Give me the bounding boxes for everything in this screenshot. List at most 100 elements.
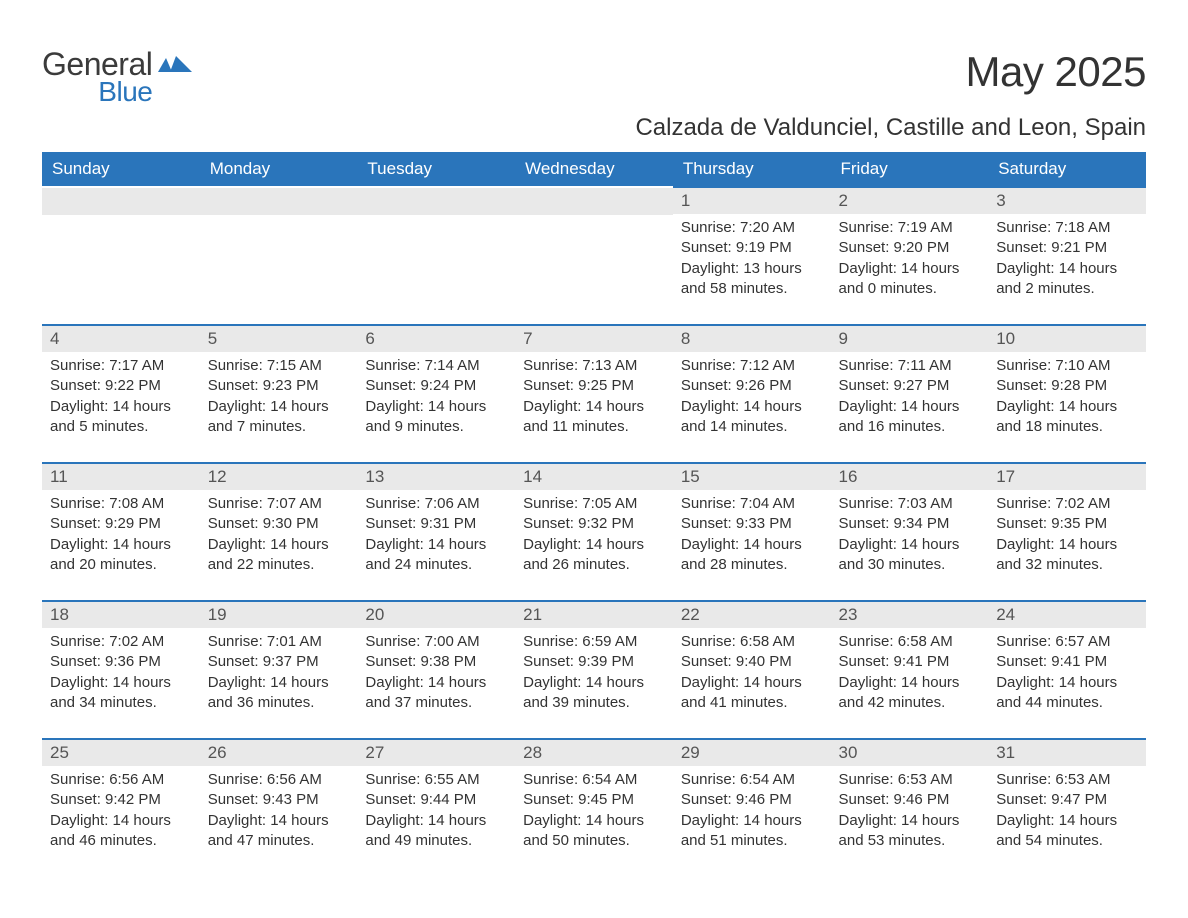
day-number: 1 [673,188,831,214]
day-details: Sunrise: 6:59 AMSunset: 9:39 PMDaylight:… [515,628,673,719]
day-details: Sunrise: 7:00 AMSunset: 9:38 PMDaylight:… [357,628,515,719]
daylight-text: Daylight: 14 hours and 39 minutes. [523,673,665,714]
day-number: 25 [42,740,200,766]
calendar-table: SundayMondayTuesdayWednesdayThursdayFrid… [42,152,1146,876]
calendar-cell: 11Sunrise: 7:08 AMSunset: 9:29 PMDayligh… [42,462,200,600]
calendar-row: 25Sunrise: 6:56 AMSunset: 9:42 PMDayligh… [42,738,1146,876]
calendar-cell: 23Sunrise: 6:58 AMSunset: 9:41 PMDayligh… [831,600,989,738]
day-wrap: 19Sunrise: 7:01 AMSunset: 9:37 PMDayligh… [200,600,358,719]
day-number: 18 [42,602,200,628]
sunset-text: Sunset: 9:42 PM [50,790,192,810]
calendar-cell: 19Sunrise: 7:01 AMSunset: 9:37 PMDayligh… [200,600,358,738]
sunrise-text: Sunrise: 6:54 AM [523,770,665,790]
sunset-text: Sunset: 9:37 PM [208,652,350,672]
sunset-text: Sunset: 9:47 PM [996,790,1138,810]
day-details: Sunrise: 7:11 AMSunset: 9:27 PMDaylight:… [831,352,989,443]
day-details: Sunrise: 6:58 AMSunset: 9:40 PMDaylight:… [673,628,831,719]
daylight-text: Daylight: 14 hours and 46 minutes. [50,811,192,852]
sunset-text: Sunset: 9:20 PM [839,238,981,258]
sunset-text: Sunset: 9:27 PM [839,376,981,396]
day-details: Sunrise: 7:04 AMSunset: 9:33 PMDaylight:… [673,490,831,581]
daylight-text: Daylight: 14 hours and 54 minutes. [996,811,1138,852]
weekday-header: Thursday [673,152,831,186]
day-details: Sunrise: 7:17 AMSunset: 9:22 PMDaylight:… [42,352,200,443]
calendar-cell: 18Sunrise: 7:02 AMSunset: 9:36 PMDayligh… [42,600,200,738]
daylight-text: Daylight: 14 hours and 16 minutes. [839,397,981,438]
calendar-row: 18Sunrise: 7:02 AMSunset: 9:36 PMDayligh… [42,600,1146,738]
sunset-text: Sunset: 9:35 PM [996,514,1138,534]
calendar-cell [42,186,200,324]
day-details: Sunrise: 6:54 AMSunset: 9:45 PMDaylight:… [515,766,673,857]
sunset-text: Sunset: 9:30 PM [208,514,350,534]
day-wrap: 6Sunrise: 7:14 AMSunset: 9:24 PMDaylight… [357,324,515,443]
day-details: Sunrise: 6:53 AMSunset: 9:46 PMDaylight:… [831,766,989,857]
day-number: 17 [988,464,1146,490]
daylight-text: Daylight: 14 hours and 2 minutes. [996,259,1138,300]
day-number: 20 [357,602,515,628]
sunrise-text: Sunrise: 6:55 AM [365,770,507,790]
day-details: Sunrise: 6:54 AMSunset: 9:46 PMDaylight:… [673,766,831,857]
sunset-text: Sunset: 9:23 PM [208,376,350,396]
calendar-cell: 9Sunrise: 7:11 AMSunset: 9:27 PMDaylight… [831,324,989,462]
day-details: Sunrise: 7:20 AMSunset: 9:19 PMDaylight:… [673,214,831,305]
location-subtitle: Calzada de Valdunciel, Castille and Leon… [42,114,1146,142]
day-wrap: 12Sunrise: 7:07 AMSunset: 9:30 PMDayligh… [200,462,358,581]
day-wrap: 21Sunrise: 6:59 AMSunset: 9:39 PMDayligh… [515,600,673,719]
daylight-text: Daylight: 14 hours and 41 minutes. [681,673,823,714]
daylight-text: Daylight: 14 hours and 11 minutes. [523,397,665,438]
calendar-cell: 4Sunrise: 7:17 AMSunset: 9:22 PMDaylight… [42,324,200,462]
day-number: 13 [357,464,515,490]
calendar-cell: 20Sunrise: 7:00 AMSunset: 9:38 PMDayligh… [357,600,515,738]
day-wrap: 25Sunrise: 6:56 AMSunset: 9:42 PMDayligh… [42,738,200,857]
daylight-text: Daylight: 14 hours and 14 minutes. [681,397,823,438]
day-wrap: 5Sunrise: 7:15 AMSunset: 9:23 PMDaylight… [200,324,358,443]
calendar-body: 1Sunrise: 7:20 AMSunset: 9:19 PMDaylight… [42,186,1146,876]
day-details: Sunrise: 6:53 AMSunset: 9:47 PMDaylight:… [988,766,1146,857]
day-details: Sunrise: 7:13 AMSunset: 9:25 PMDaylight:… [515,352,673,443]
sunset-text: Sunset: 9:25 PM [523,376,665,396]
day-details: Sunrise: 7:12 AMSunset: 9:26 PMDaylight:… [673,352,831,443]
day-wrap: 17Sunrise: 7:02 AMSunset: 9:35 PMDayligh… [988,462,1146,581]
sunset-text: Sunset: 9:44 PM [365,790,507,810]
sunrise-text: Sunrise: 7:11 AM [839,356,981,376]
sunrise-text: Sunrise: 7:10 AM [996,356,1138,376]
sunrise-text: Sunrise: 6:53 AM [996,770,1138,790]
weekday-header: Wednesday [515,152,673,186]
sunset-text: Sunset: 9:46 PM [839,790,981,810]
daylight-text: Daylight: 14 hours and 44 minutes. [996,673,1138,714]
day-number: 23 [831,602,989,628]
sunrise-text: Sunrise: 7:06 AM [365,494,507,514]
sunset-text: Sunset: 9:26 PM [681,376,823,396]
calendar-cell: 2Sunrise: 7:19 AMSunset: 9:20 PMDaylight… [831,186,989,324]
day-details: Sunrise: 7:02 AMSunset: 9:35 PMDaylight:… [988,490,1146,581]
logo-flag-icon [158,54,192,81]
sunset-text: Sunset: 9:41 PM [839,652,981,672]
day-details: Sunrise: 6:58 AMSunset: 9:41 PMDaylight:… [831,628,989,719]
daylight-text: Daylight: 14 hours and 7 minutes. [208,397,350,438]
day-details: Sunrise: 6:55 AMSunset: 9:44 PMDaylight:… [357,766,515,857]
day-wrap: 4Sunrise: 7:17 AMSunset: 9:22 PMDaylight… [42,324,200,443]
sunset-text: Sunset: 9:33 PM [681,514,823,534]
daylight-text: Daylight: 14 hours and 36 minutes. [208,673,350,714]
day-wrap: 13Sunrise: 7:06 AMSunset: 9:31 PMDayligh… [357,462,515,581]
day-details: Sunrise: 7:10 AMSunset: 9:28 PMDaylight:… [988,352,1146,443]
calendar-cell [515,186,673,324]
empty-day [42,188,200,215]
sunset-text: Sunset: 9:41 PM [996,652,1138,672]
day-number: 22 [673,602,831,628]
day-details: Sunrise: 6:56 AMSunset: 9:43 PMDaylight:… [200,766,358,857]
calendar-header: SundayMondayTuesdayWednesdayThursdayFrid… [42,152,1146,186]
sunrise-text: Sunrise: 7:04 AM [681,494,823,514]
calendar-cell: 28Sunrise: 6:54 AMSunset: 9:45 PMDayligh… [515,738,673,876]
day-wrap: 16Sunrise: 7:03 AMSunset: 9:34 PMDayligh… [831,462,989,581]
sunset-text: Sunset: 9:43 PM [208,790,350,810]
day-number: 24 [988,602,1146,628]
sunset-text: Sunset: 9:40 PM [681,652,823,672]
calendar-cell: 5Sunrise: 7:15 AMSunset: 9:23 PMDaylight… [200,324,358,462]
day-number: 30 [831,740,989,766]
day-details: Sunrise: 7:06 AMSunset: 9:31 PMDaylight:… [357,490,515,581]
sunrise-text: Sunrise: 7:07 AM [208,494,350,514]
sunset-text: Sunset: 9:32 PM [523,514,665,534]
daylight-text: Daylight: 14 hours and 51 minutes. [681,811,823,852]
day-details: Sunrise: 7:07 AMSunset: 9:30 PMDaylight:… [200,490,358,581]
